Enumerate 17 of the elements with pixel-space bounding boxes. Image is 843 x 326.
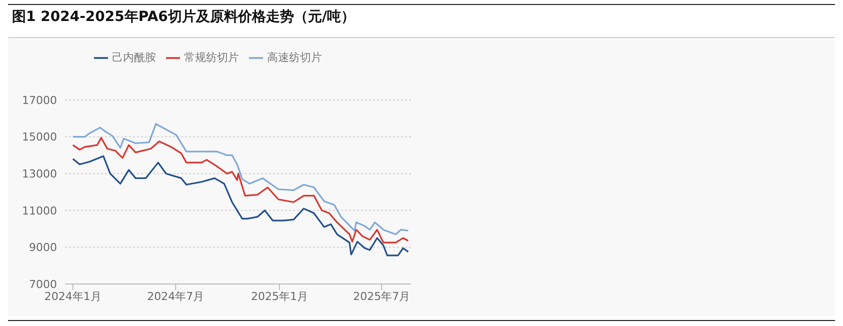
x-tick-label: 2025年7月 [353,290,410,303]
y-tick-label: 15000 [22,130,57,144]
line-series [72,136,409,244]
y-tick-label: 9000 [29,241,57,254]
chart-title: 图1 2024-2025年PA6切片及原料价格走势（元/吨） [12,8,356,26]
line-series [72,123,409,236]
x-tick-label: 2025年1月 [250,290,308,303]
legend-label: 高速纺切片 [267,51,322,64]
x-tick-label: 2024年1月 [44,290,102,303]
y-tick-label: 11000 [22,204,57,218]
y-tick-label: 17000 [22,94,57,107]
legend-label: 常规纺切片 [184,51,239,64]
y-tick-label: 7000 [29,278,57,291]
legend-label: 己内酰胺 [112,51,156,64]
line-series [72,155,409,256]
y-tick-label: 13000 [22,168,57,181]
x-tick-label: 2024年7月 [147,290,204,303]
